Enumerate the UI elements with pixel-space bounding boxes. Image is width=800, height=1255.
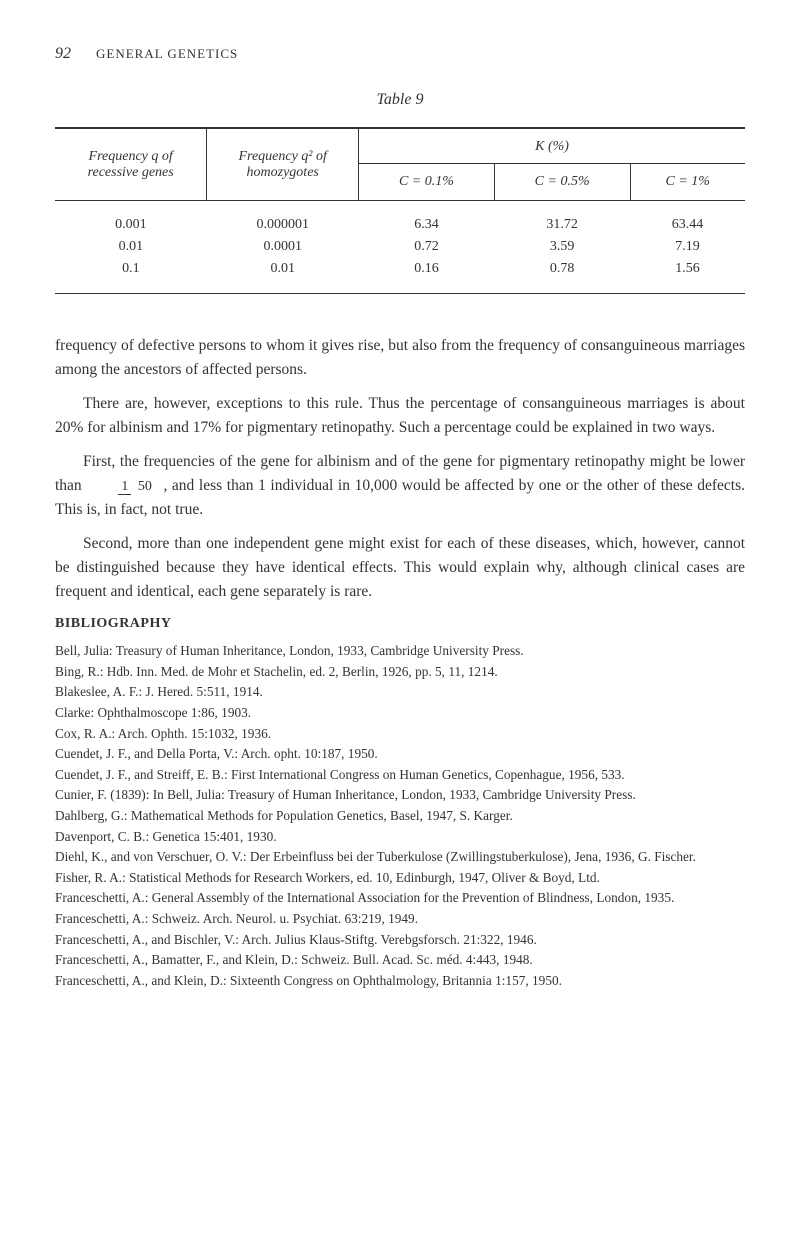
- table-caption: Table 9: [55, 91, 745, 109]
- paragraph-3: First, the frequencies of the gene for a…: [55, 450, 745, 522]
- cell: 63.44: [630, 201, 745, 237]
- fraction-numerator: 1: [118, 479, 131, 495]
- bib-entry: Fisher, R. A.: Statistical Methods for R…: [55, 869, 745, 888]
- fraction-denominator: 50: [135, 479, 155, 494]
- header-freq-q2: Frequency q² of homozygotes: [207, 128, 359, 201]
- bib-entry: Franceschetti, A.: General Assembly of t…: [55, 889, 745, 908]
- paragraph-2: There are, however, exceptions to this r…: [55, 392, 745, 440]
- cell: 0.000001: [207, 201, 359, 237]
- page-header: 92 GENERAL GENETICS: [55, 45, 745, 63]
- cell: 1.56: [630, 258, 745, 294]
- bib-entry: Franceschetti, A., Bamatter, F., and Kle…: [55, 951, 745, 970]
- bib-entry: Bing, R.: Hdb. Inn. Med. de Mohr et Stac…: [55, 663, 745, 682]
- cell: 0.16: [359, 258, 495, 294]
- bib-entry: Cox, R. A.: Arch. Ophth. 15:1032, 1936.: [55, 725, 745, 744]
- bib-entry: Clarke: Ophthalmoscope 1:86, 1903.: [55, 704, 745, 723]
- table-row: 0.01 0.0001 0.72 3.59 7.19: [55, 236, 745, 258]
- bib-entry: Franceschetti, A., and Klein, D.: Sixtee…: [55, 972, 745, 991]
- bib-entry: Franceschetti, A.: Schweiz. Arch. Neurol…: [55, 910, 745, 929]
- bib-entry: Dahlberg, G.: Mathematical Methods for P…: [55, 807, 745, 826]
- table-row: 0.1 0.01 0.16 0.78 1.56: [55, 258, 745, 294]
- bibliography-list: Bell, Julia: Treasury of Human Inheritan…: [55, 642, 745, 990]
- fraction: 1 50: [90, 476, 155, 498]
- cell: 0.01: [207, 258, 359, 294]
- header-freq-q: Frequency q of recessive genes: [55, 128, 207, 201]
- cell: 31.72: [494, 201, 630, 237]
- cell: 0.1: [55, 258, 207, 294]
- header-c3: C = 1%: [630, 164, 745, 201]
- bib-entry: Cuendet, J. F., and Della Porta, V.: Arc…: [55, 745, 745, 764]
- section-title: GENERAL GENETICS: [96, 46, 238, 62]
- bib-entry: Diehl, K., and von Verschuer, O. V.: Der…: [55, 848, 745, 867]
- p3-part-b: , and less than 1 individual in 10,000 w…: [55, 477, 745, 518]
- data-table: Frequency q of recessive genes Frequency…: [55, 127, 745, 294]
- bib-entry: Cunier, F. (1839): In Bell, Julia: Treas…: [55, 786, 745, 805]
- cell: 7.19: [630, 236, 745, 258]
- table-row: 0.001 0.000001 6.34 31.72 63.44: [55, 201, 745, 237]
- bib-entry: Blakeslee, A. F.: J. Hered. 5:511, 1914.: [55, 683, 745, 702]
- cell: 0.01: [55, 236, 207, 258]
- cell: 6.34: [359, 201, 495, 237]
- table-header-row1: Frequency q of recessive genes Frequency…: [55, 128, 745, 164]
- cell: 0.0001: [207, 236, 359, 258]
- header-k: K (%): [359, 128, 745, 164]
- bib-entry: Franceschetti, A., and Bischler, V.: Arc…: [55, 931, 745, 950]
- header-c1: C = 0.1%: [359, 164, 495, 201]
- bib-entry: Davenport, C. B.: Genetica 15:401, 1930.: [55, 828, 745, 847]
- cell: 0.72: [359, 236, 495, 258]
- cell: 3.59: [494, 236, 630, 258]
- bibliography-heading: BIBLIOGRAPHY: [55, 616, 745, 632]
- header-c2: C = 0.5%: [494, 164, 630, 201]
- paragraph-4: Second, more than one independent gene m…: [55, 532, 745, 604]
- paragraph-1: frequency of defective persons to whom i…: [55, 334, 745, 382]
- page-number: 92: [55, 45, 71, 63]
- cell: 0.001: [55, 201, 207, 237]
- bib-entry: Bell, Julia: Treasury of Human Inheritan…: [55, 642, 745, 661]
- cell: 0.78: [494, 258, 630, 294]
- bib-entry: Cuendet, J. F., and Streiff, E. B.: Firs…: [55, 766, 745, 785]
